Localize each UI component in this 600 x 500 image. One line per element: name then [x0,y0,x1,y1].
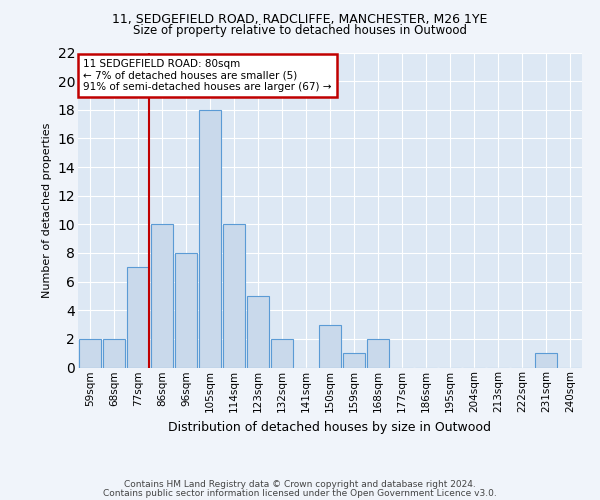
Bar [535,353,557,368]
Text: 11, SEDGEFIELD ROAD, RADCLIFFE, MANCHESTER, M26 1YE: 11, SEDGEFIELD ROAD, RADCLIFFE, MANCHEST… [112,12,488,26]
Bar [151,224,173,368]
Y-axis label: Number of detached properties: Number of detached properties [42,122,52,298]
Bar [223,224,245,368]
X-axis label: Distribution of detached houses by size in Outwood: Distribution of detached houses by size … [169,420,491,434]
Text: Size of property relative to detached houses in Outwood: Size of property relative to detached ho… [133,24,467,37]
Bar [127,268,149,368]
Text: Contains public sector information licensed under the Open Government Licence v3: Contains public sector information licen… [103,488,497,498]
Bar [103,339,125,368]
Bar [199,110,221,368]
Text: 11 SEDGEFIELD ROAD: 80sqm
← 7% of detached houses are smaller (5)
91% of semi-de: 11 SEDGEFIELD ROAD: 80sqm ← 7% of detach… [83,59,332,92]
Bar [319,324,341,368]
Bar [175,253,197,368]
Text: Contains HM Land Registry data © Crown copyright and database right 2024.: Contains HM Land Registry data © Crown c… [124,480,476,489]
Bar [367,339,389,368]
Bar [79,339,101,368]
Bar [247,296,269,368]
Bar [343,353,365,368]
Bar [271,339,293,368]
